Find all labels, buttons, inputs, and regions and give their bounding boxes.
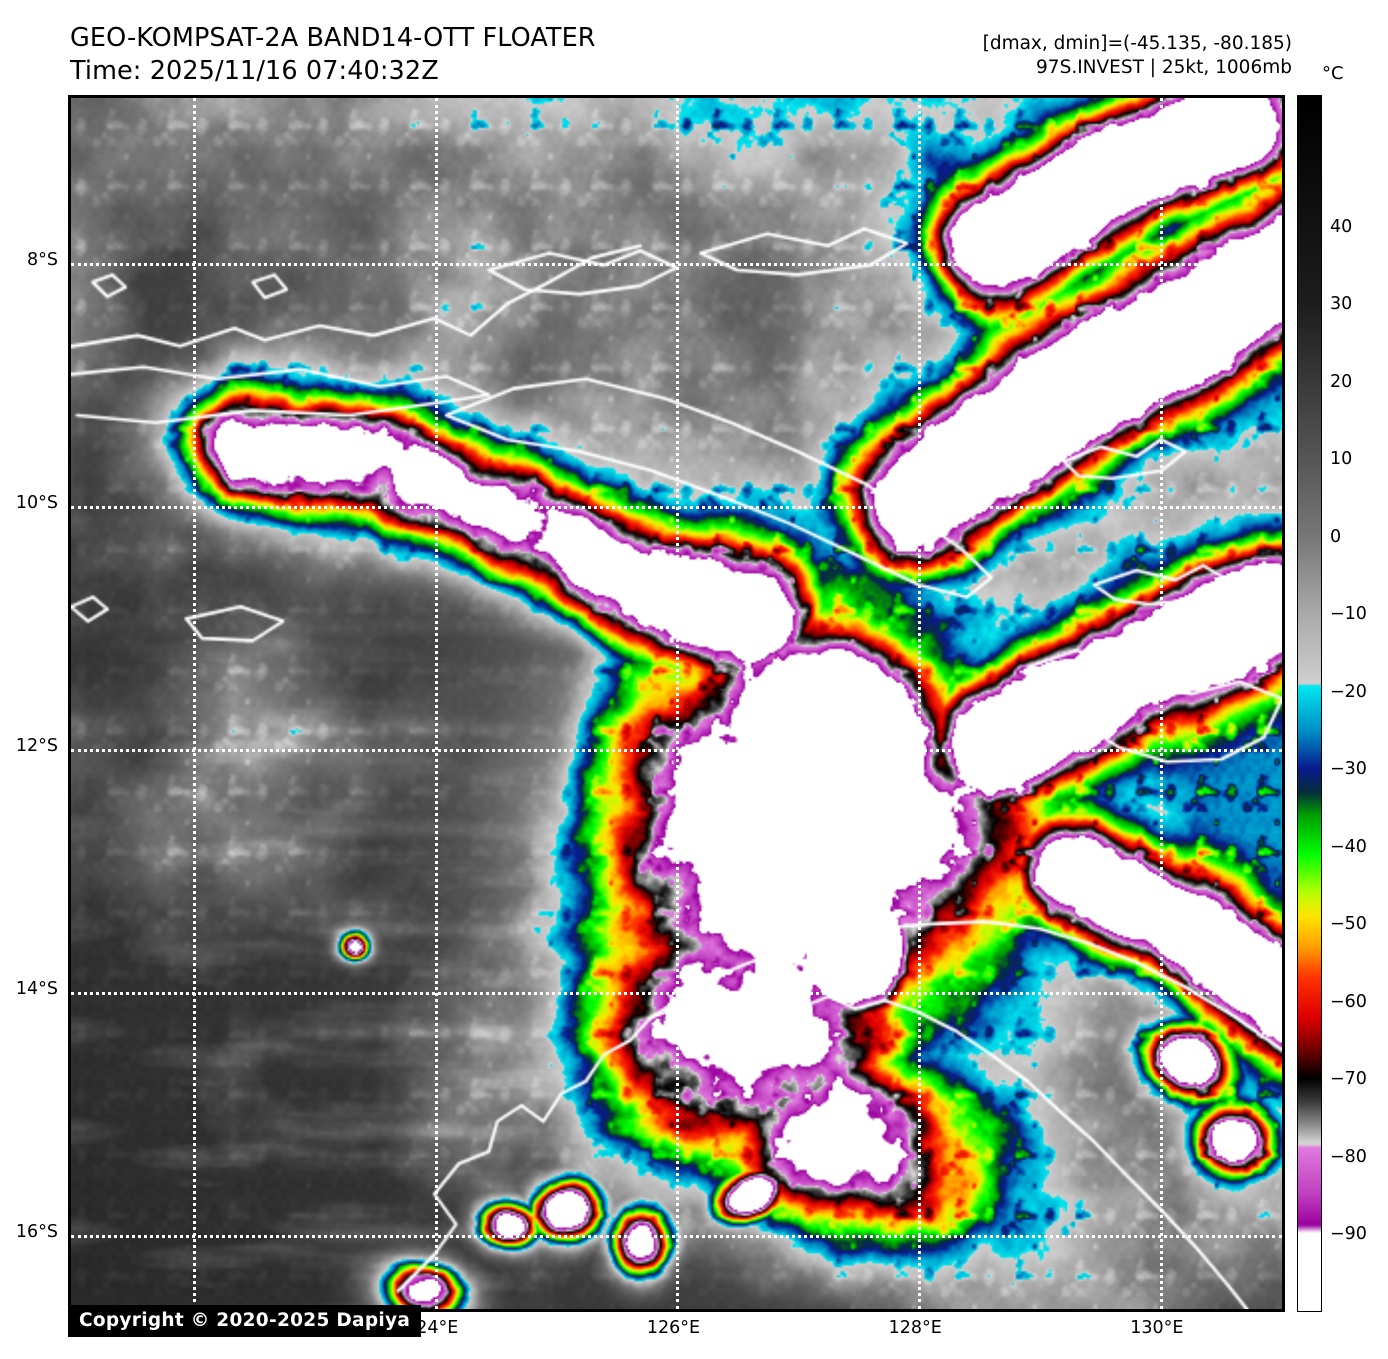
page-title: GEO-KOMPSAT-2A BAND14-OTT FLOATER [70, 23, 596, 53]
lon-tick-label-2: 126°E [646, 1318, 701, 1338]
colorbar-tick-13: −90 [1330, 1224, 1367, 1245]
colorbar-gradient [1297, 95, 1322, 1312]
colorbar-tick-11: −70 [1330, 1069, 1367, 1090]
lat-tick-label-2: 12°S [15, 736, 58, 756]
infrared-satellite-canvas [71, 98, 1282, 1309]
colorbar-tick-0: 40 [1330, 216, 1353, 237]
storm-info-label: 97S.INVEST | 25kt, 1006mb [1036, 56, 1292, 78]
lon-tick-label-4: 130°E [1130, 1318, 1184, 1338]
colorbar-tick-3: 10 [1330, 449, 1353, 470]
title-block: GEO-KOMPSAT-2A BAND14-OTT FLOATER Time: … [70, 22, 596, 88]
copyright-banner: Copyright © 2020-2025 Dapiya [68, 1305, 422, 1337]
metadata-block: [dmax, dmin]=(-45.135, -80.185) 97S.INVE… [983, 32, 1292, 79]
colorbar-tick-6: −20 [1330, 681, 1367, 702]
colorbar-tick-9: −50 [1330, 914, 1367, 935]
temperature-colorbar [1297, 95, 1322, 1312]
lat-tick-label-3: 14°S [15, 978, 58, 999]
lat-tick-label-4: 16°S [15, 1221, 58, 1242]
colorbar-unit-label: °C [1322, 63, 1344, 84]
colorbar-tick-5: −10 [1330, 604, 1367, 625]
timestamp-label: Time: 2025/11/16 07:40:32Z [70, 56, 439, 87]
lon-tick-label-3: 128°E [888, 1318, 942, 1338]
colorbar-tick-4: 0 [1330, 526, 1342, 547]
colorbar-tick-12: −80 [1330, 1146, 1367, 1167]
colorbar-tick-10: −60 [1330, 991, 1367, 1012]
colorbar-tick-1: 30 [1330, 294, 1353, 315]
colorbar-tick-2: 20 [1330, 371, 1353, 392]
lat-tick-label-1: 10°S [15, 493, 58, 514]
dmax-dmin-label: [dmax, dmin]=(-45.135, -80.185) [982, 33, 1292, 54]
colorbar-tick-7: −30 [1330, 759, 1367, 780]
satellite-image-plot [68, 95, 1285, 1312]
colorbar-tick-8: −40 [1330, 836, 1367, 857]
lat-tick-label-0: 8°S [27, 250, 58, 271]
